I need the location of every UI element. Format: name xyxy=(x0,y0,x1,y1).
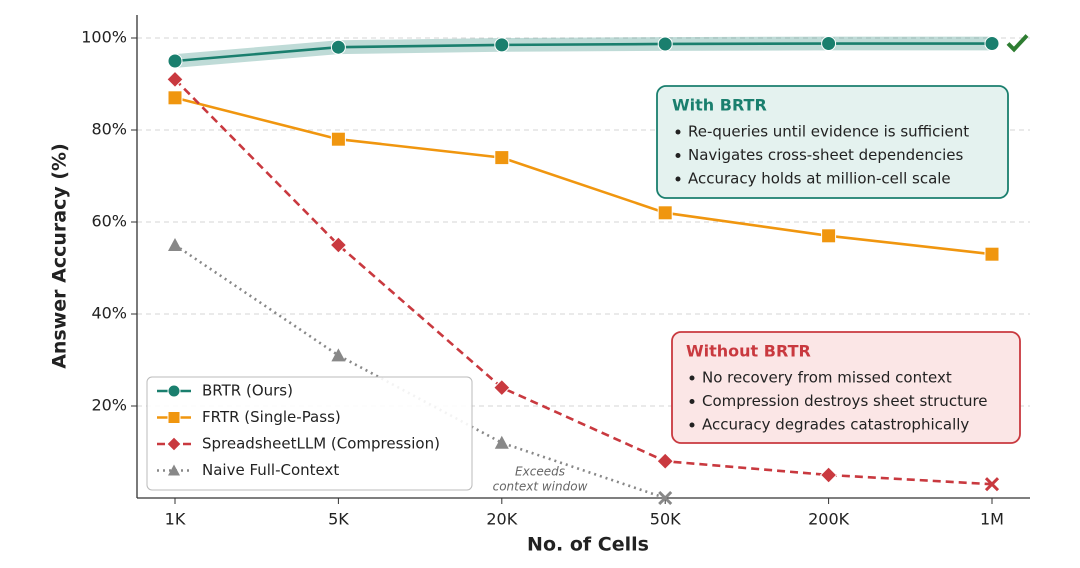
series-line xyxy=(174,96,993,256)
data-point xyxy=(166,70,184,89)
bullet xyxy=(675,129,681,135)
annotation-line: Accuracy holds at million-cell scale xyxy=(688,170,951,188)
x-tick-label: 1M xyxy=(980,510,1004,529)
x-tick-label: 1K xyxy=(165,510,186,529)
legend-box xyxy=(146,376,473,491)
annotation-line: Re-queries until evidence is sufficient xyxy=(688,123,969,141)
x-tick-label: 5K xyxy=(328,510,349,529)
legend-label: FRTR (Single-Pass) xyxy=(202,408,341,426)
series-line xyxy=(174,42,992,63)
data-point xyxy=(330,39,346,55)
data-point xyxy=(658,490,673,506)
annotation-title: With BRTR xyxy=(672,96,767,115)
bullet xyxy=(689,399,695,404)
data-point xyxy=(168,238,182,251)
data-point xyxy=(984,477,1000,492)
data-point xyxy=(984,36,1000,52)
data-point xyxy=(167,90,183,106)
legend-label: SpreadsheetLLM (Compression) xyxy=(202,435,440,453)
legend-label: Naive Full-Context xyxy=(202,461,339,479)
data-point xyxy=(984,246,1000,262)
bullet xyxy=(689,375,695,381)
data-point xyxy=(494,37,510,53)
annotation-title: Without BRTR xyxy=(686,342,811,361)
y-axis-label: Answer Accuracy (%) xyxy=(49,143,71,369)
legend-marker xyxy=(168,464,180,476)
data-point xyxy=(330,131,346,147)
data-point xyxy=(821,36,837,52)
annotation-line: Compression destroys sheet structure xyxy=(702,392,988,410)
y-tick-label: 100% xyxy=(81,28,127,47)
data-point xyxy=(819,466,838,484)
x-tick-label: 200K xyxy=(808,510,850,529)
bullet xyxy=(675,153,681,158)
x-tick-label: 20K xyxy=(486,510,517,529)
data-point xyxy=(656,452,674,470)
check-mark xyxy=(1006,34,1029,53)
legend-label: BRTR (Ours) xyxy=(202,382,293,400)
data-point xyxy=(657,36,673,52)
y-tick-label: 40% xyxy=(91,304,127,323)
bullet xyxy=(689,422,695,428)
y-tick-label: 80% xyxy=(91,120,127,139)
legend-marker xyxy=(167,411,181,424)
confidence-band xyxy=(175,36,992,68)
annotation-box xyxy=(671,331,1021,444)
annotation-line: Navigates cross-sheet dependencies xyxy=(688,146,964,164)
data-point xyxy=(821,228,837,244)
x-tick-label: 50K xyxy=(650,510,681,529)
y-tick-label: 20% xyxy=(91,396,127,415)
data-point xyxy=(167,53,183,69)
x-axis-label: No. of Cells xyxy=(527,534,649,556)
bullet xyxy=(675,176,681,182)
data-point xyxy=(657,205,673,221)
legend-marker xyxy=(167,384,181,398)
y-tick-label: 60% xyxy=(91,212,127,231)
annotation-box xyxy=(656,85,1009,199)
data-point xyxy=(331,348,346,362)
data-point xyxy=(494,150,510,166)
data-point xyxy=(494,435,509,449)
annotation-line: Accuracy degrades catastrophically xyxy=(702,416,969,434)
annotation-line: No recovery from missed context xyxy=(702,369,952,387)
data-point xyxy=(329,236,348,254)
note: Exceeds xyxy=(515,465,565,479)
note: context window xyxy=(493,480,588,494)
data-point xyxy=(493,378,511,397)
legend-marker xyxy=(166,436,182,452)
series-line xyxy=(174,78,993,486)
